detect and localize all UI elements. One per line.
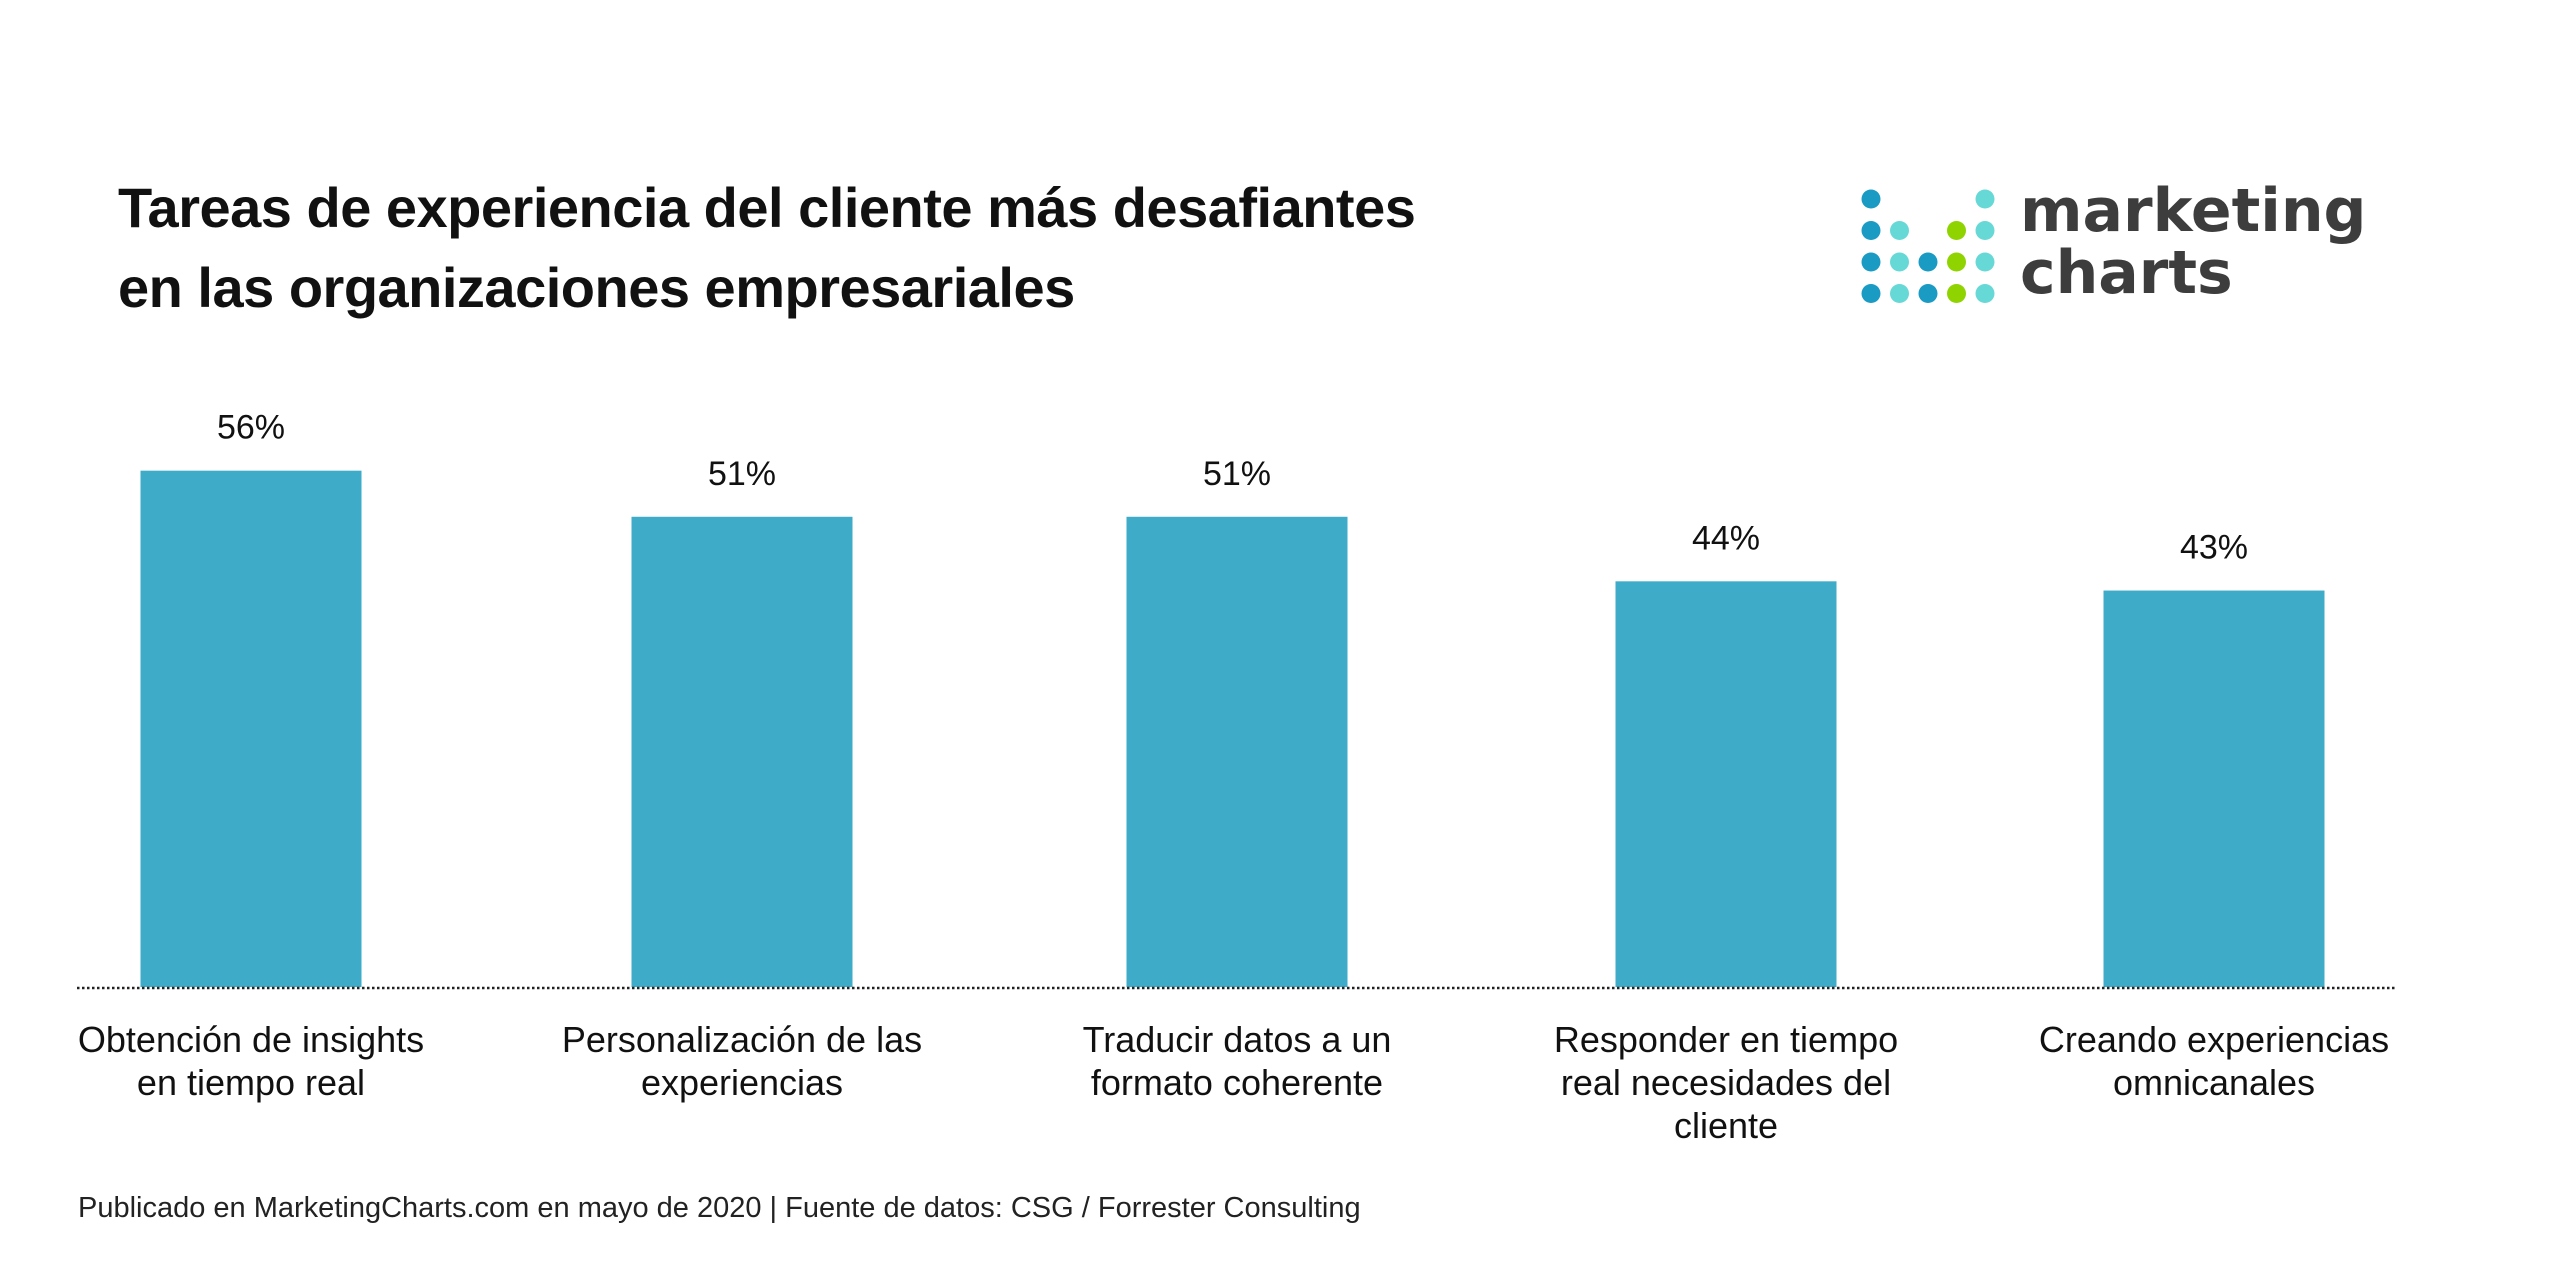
bar [1615, 581, 1837, 987]
logo-dot [1947, 221, 1966, 240]
logo-dot [1947, 284, 1966, 303]
logo-dot [1975, 284, 1995, 303]
chart-title: Tareas de experiencia del cliente más de… [118, 168, 1416, 328]
bar [631, 516, 853, 987]
logo-dot [1861, 221, 1881, 240]
x-tick-label: Traducir datos a un formato coherente [1082, 1019, 1392, 1103]
title-line-1: Tareas de experiencia del cliente más de… [118, 176, 1416, 239]
logo-dot [1975, 252, 1995, 272]
logo-dot [1975, 221, 1995, 240]
logo-dot [1890, 284, 1909, 303]
logo-dot [1861, 252, 1881, 272]
logo-dot [1890, 252, 1909, 272]
source-note: Publicado en MarketingCharts.com en mayo… [78, 1192, 1361, 1224]
logo-dots-icon [1861, 189, 1995, 303]
bar [140, 470, 362, 987]
x-tick-label: Obtención de insights en tiempo real [77, 1019, 425, 1103]
logo-dot [1918, 284, 1938, 303]
logo-text: marketing charts [2020, 176, 2367, 308]
logo-dot [1947, 252, 1966, 272]
title-line-2: en las organizaciones empresariales [118, 256, 1075, 319]
data-label: 56% [217, 409, 285, 447]
logo-dot [1918, 252, 1938, 272]
logo-dot [1861, 189, 1881, 209]
logo-dot [1890, 221, 1909, 240]
x-tick-label: Personalización de las experiencias [561, 1019, 923, 1103]
data-label: 51% [708, 455, 776, 493]
data-label: 44% [1692, 519, 1760, 557]
x-tick-label: Creando experiencias omnicanales [2038, 1019, 2390, 1103]
logo-dot [1861, 284, 1881, 303]
bar [2103, 590, 2325, 987]
marketingcharts-logo: marketing charts [1852, 180, 2367, 308]
logo-dot [1975, 189, 1995, 209]
bar [1126, 516, 1348, 987]
x-tick-label: Responder en tiempo real necesidades del c… [1553, 1019, 1899, 1146]
data-label: 43% [2180, 529, 2248, 567]
data-label: 51% [1203, 455, 1271, 493]
